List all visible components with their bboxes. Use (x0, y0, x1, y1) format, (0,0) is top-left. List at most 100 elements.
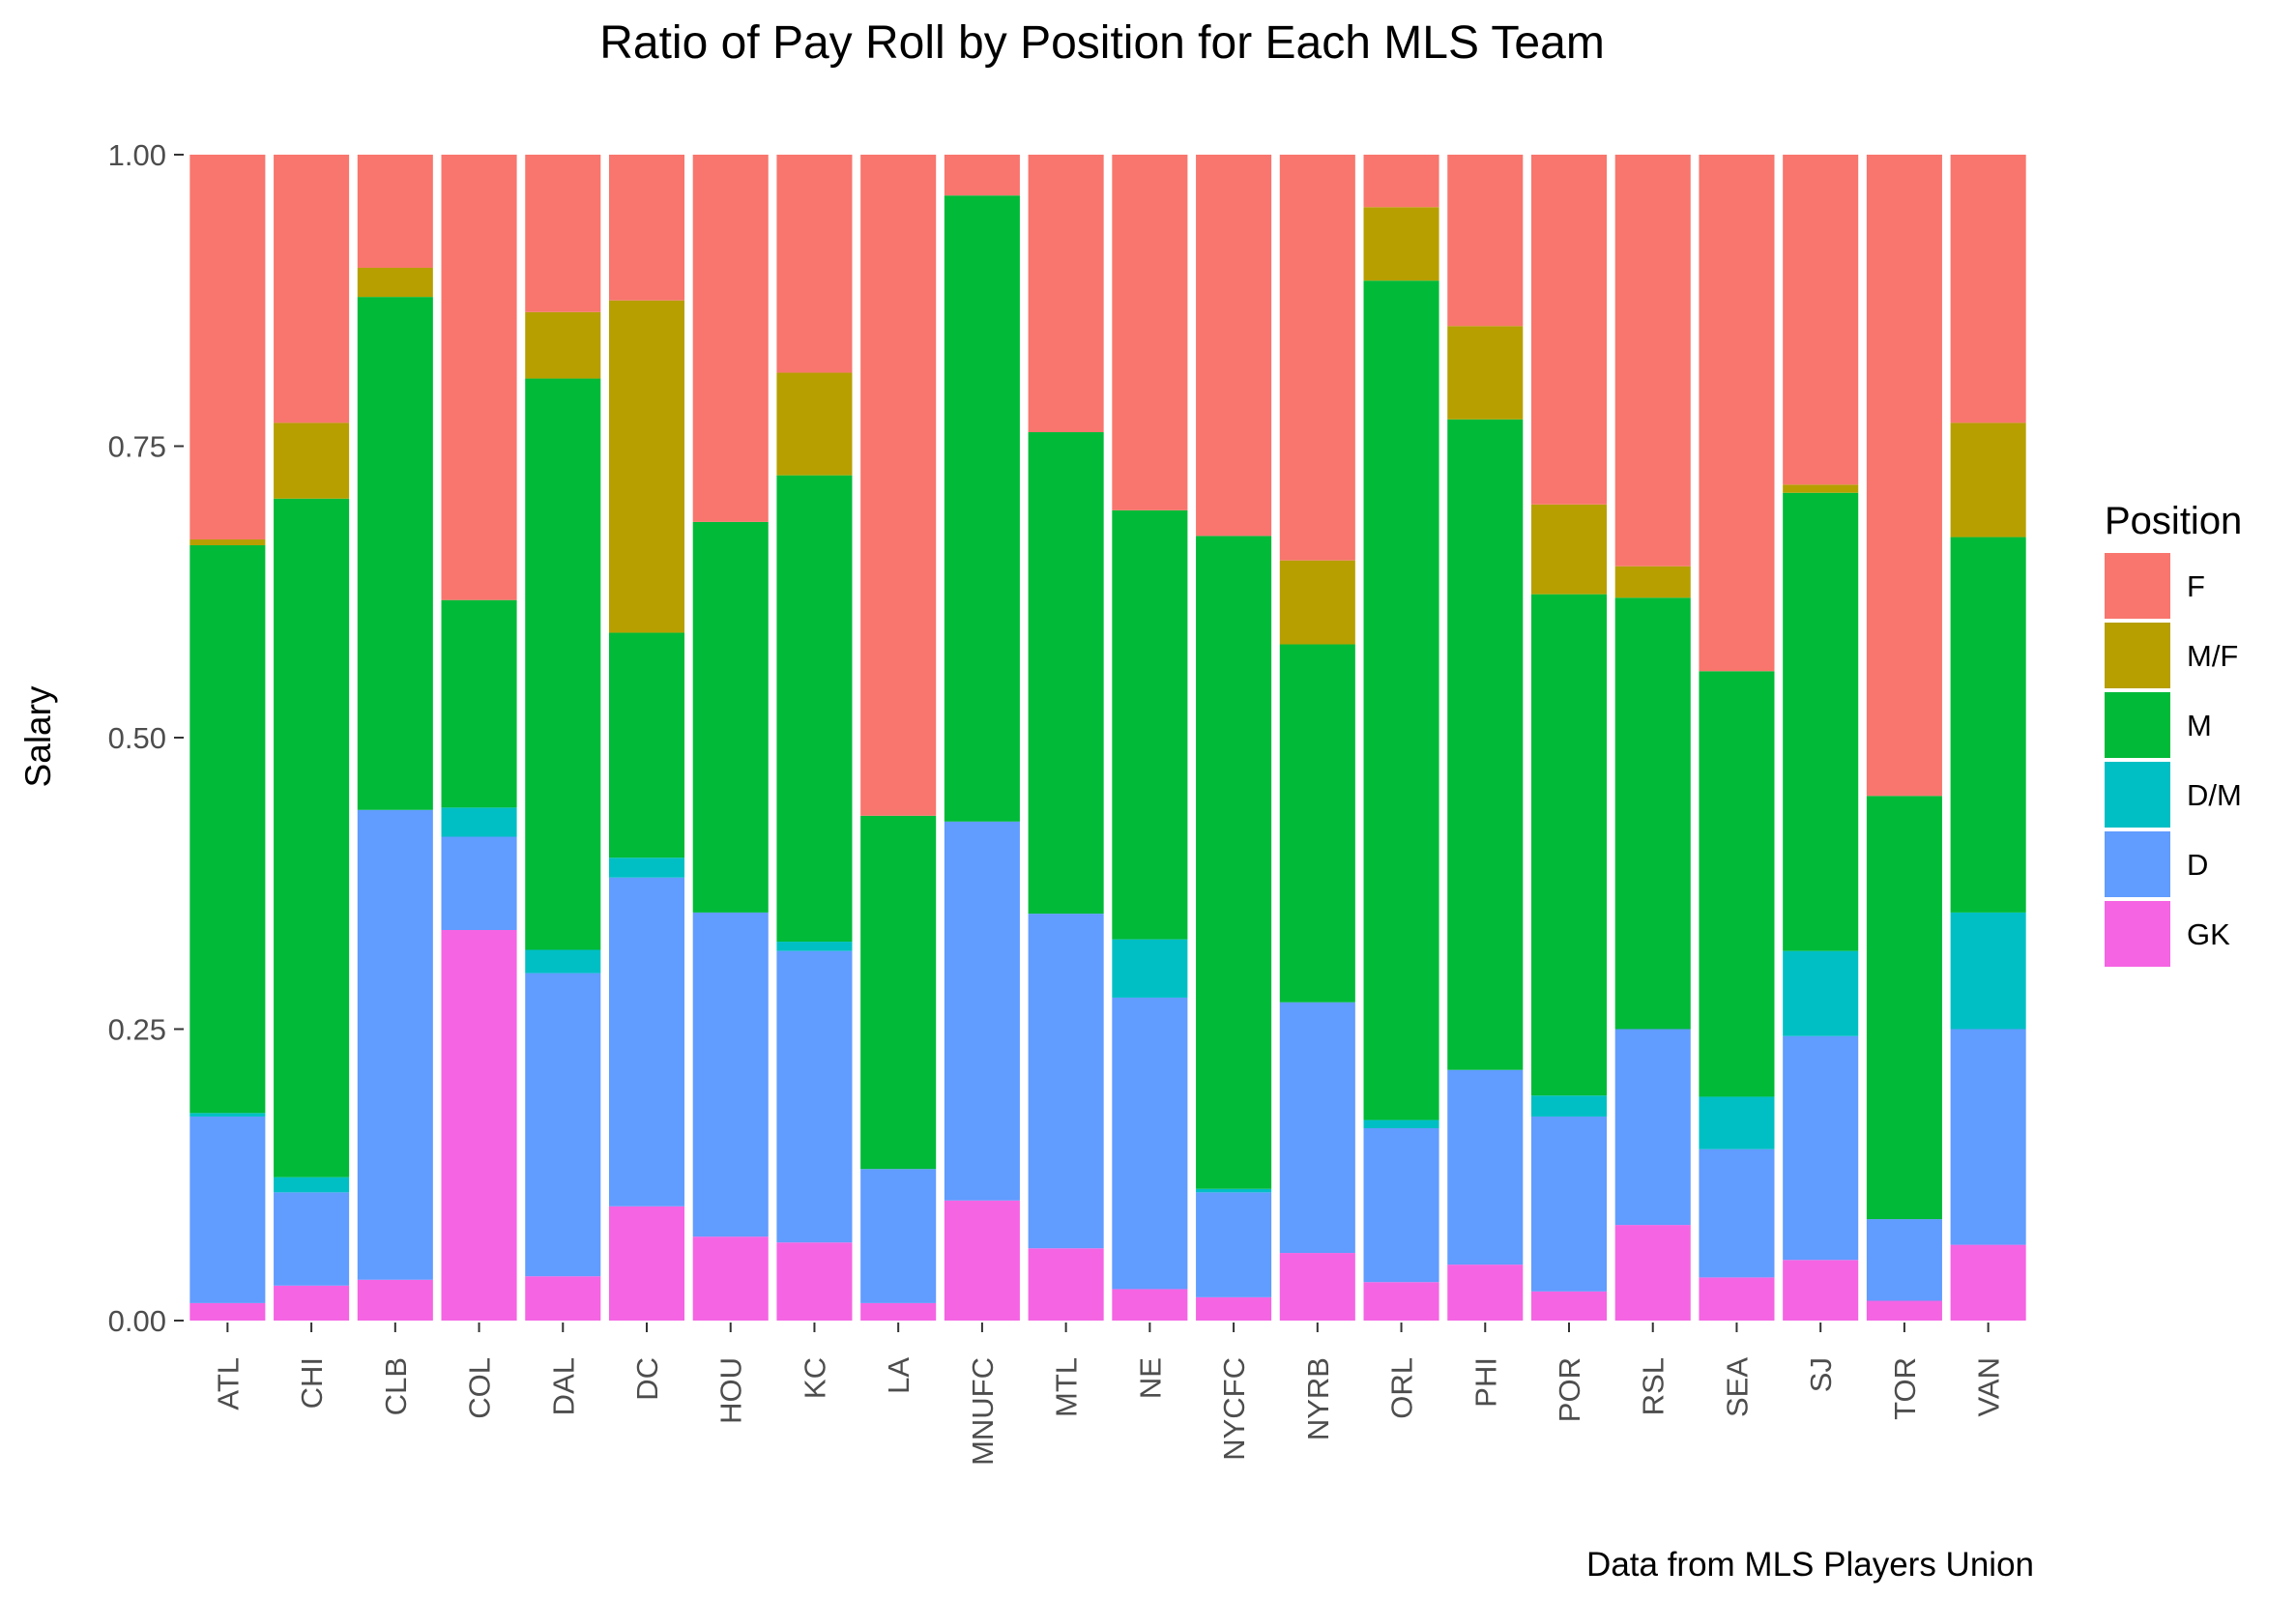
x-tick-label-la: LA (882, 1357, 915, 1394)
bar-segment-dc-gk (608, 1206, 685, 1321)
legend-swatch-gk (2105, 901, 2170, 967)
bar-segment-phi-m (1447, 419, 1524, 1070)
bar-segment-nyrb-m (1279, 644, 1355, 1003)
x-tick-label-dal: DAL (546, 1357, 580, 1415)
bar-segment-orl-m-f (1363, 207, 1439, 281)
bar-stack-col (441, 155, 517, 1321)
bar-segment-nyrb-d (1279, 1002, 1355, 1254)
bar-stack-nyrb (1279, 155, 1355, 1321)
bar-segment-dc-f (608, 155, 685, 301)
bar-segment-chi-gk (274, 1285, 350, 1321)
x-axis: ATL CHI CLB COL DAL DC HOU KC LA MNUFC MTL NE NYCFC N… (211, 1323, 2006, 1466)
bar-segment-chi-m-f (274, 422, 350, 499)
bar-segment-dal-gk (525, 1276, 601, 1321)
bar-segment-kc-f (776, 155, 853, 373)
bar-segment-sj-f (1783, 155, 1859, 485)
x-tick-label-rsl: RSL (1637, 1357, 1671, 1415)
bar-segment-clb-m-f (357, 267, 433, 298)
x-tick-label-tor: TOR (1888, 1357, 1922, 1420)
bar-segment-por-gk (1530, 1291, 1608, 1321)
bar-segment-phi-d (1447, 1069, 1524, 1265)
legend-swatch-m-f (2105, 623, 2170, 688)
bar-segment-nyrb-f (1279, 155, 1355, 561)
bar-segment-col-f (441, 155, 517, 600)
legend-label-m: M (2187, 709, 2212, 742)
bar-segment-ne-d (1112, 997, 1188, 1290)
bar-segment-por-m-f (1530, 504, 1608, 595)
bar-segment-col-d-m (441, 807, 517, 837)
x-tick-label-sea: SEA (1720, 1357, 1754, 1417)
bar-segment-atl-m-f (189, 538, 266, 546)
x-tick-label-chi: CHI (295, 1357, 329, 1409)
legend-label-f: F (2187, 569, 2205, 603)
bar-stack-orl (1363, 155, 1439, 1321)
x-tick-label-dc: DC (630, 1357, 664, 1401)
bar-segment-mtl-f (1028, 155, 1104, 433)
bar-stack-atl (189, 155, 266, 1321)
bar-segment-sj-m-f (1783, 484, 1859, 493)
legend: Position F M/F M D/M D GK (2105, 500, 2242, 967)
bar-segment-rsl-m-f (1614, 566, 1691, 598)
bar-stack-sea (1699, 155, 1775, 1321)
bar-segment-tor-m (1866, 796, 1942, 1220)
x-tick-label-atl: ATL (211, 1357, 245, 1410)
bar-segment-col-m (441, 599, 517, 808)
bar-segment-por-d-m (1530, 1095, 1608, 1117)
bar-segment-mnufc-f (944, 155, 1020, 196)
bar-stack-clb (357, 155, 433, 1321)
y-tick-label: 0.25 (108, 1013, 166, 1047)
bar-segment-dal-m-f (525, 311, 601, 379)
bar-segment-mnufc-d (944, 821, 1020, 1201)
bar-segment-phi-f (1447, 155, 1524, 327)
bar-segment-dc-d-m (608, 858, 685, 878)
bar-segment-la-f (860, 155, 937, 816)
bar-segment-van-d-m (1950, 912, 2026, 1030)
bar-segment-nycfc-m (1196, 536, 1272, 1189)
legend-label-gk: GK (2187, 917, 2230, 951)
bar-segment-kc-d (776, 950, 853, 1243)
bar-stack-por (1530, 155, 1608, 1321)
bar-segment-van-gk (1950, 1244, 2026, 1321)
x-tick-label-ne: NE (1133, 1357, 1167, 1399)
bar-stack-tor (1866, 155, 1942, 1321)
y-tick-label: 1.00 (108, 138, 166, 172)
bar-segment-nyrb-m-f (1279, 560, 1355, 645)
y-tick-label: 0.50 (108, 721, 166, 755)
bar-segment-atl-d (189, 1116, 266, 1303)
bar-segment-sj-gk (1783, 1260, 1859, 1321)
bar-stack-chi (274, 155, 350, 1321)
bar-segment-hou-m (692, 521, 769, 913)
bar-segment-atl-d-m (189, 1113, 266, 1117)
bar-segment-dc-m (608, 632, 685, 858)
x-tick-label-van: VAN (1972, 1357, 2006, 1416)
bar-stack-dal (525, 155, 601, 1321)
bar-segment-dc-m-f (608, 300, 685, 633)
bar-segment-atl-m (189, 545, 266, 1114)
bar-segment-dal-d (525, 973, 601, 1277)
bar-stack-ne (1112, 155, 1188, 1321)
bar-segment-chi-f (274, 155, 350, 423)
legend-label-m-f: M/F (2187, 639, 2238, 673)
bar-segment-dal-f (525, 155, 601, 312)
bar-segment-rsl-m (1614, 597, 1691, 1030)
bar-segment-sea-f (1699, 155, 1775, 672)
x-tick-label-kc: KC (798, 1357, 831, 1399)
bar-segment-nycfc-f (1196, 155, 1272, 537)
bar-segment-rsl-d (1614, 1029, 1691, 1226)
bar-stack-van (1950, 155, 2026, 1321)
bar-segment-atl-f (189, 155, 266, 539)
bar-stack-rsl (1614, 155, 1691, 1321)
bar-segment-dal-d-m (525, 949, 601, 974)
bar-segment-kc-d-m (776, 942, 853, 951)
bar-segment-mnufc-gk (944, 1200, 1020, 1321)
bar-segment-atl-gk (189, 1302, 266, 1321)
bar-segment-sj-d-m (1783, 950, 1859, 1036)
bar-segment-van-m-f (1950, 422, 2026, 538)
y-tick-label: 0.00 (108, 1304, 166, 1338)
legend-swatch-d (2105, 831, 2170, 897)
x-tick-label-clb: CLB (379, 1357, 413, 1415)
y-tick-label: 0.75 (108, 430, 166, 464)
bar-segment-clb-m (357, 297, 433, 810)
x-tick-label-mtl: MTL (1050, 1357, 1084, 1417)
